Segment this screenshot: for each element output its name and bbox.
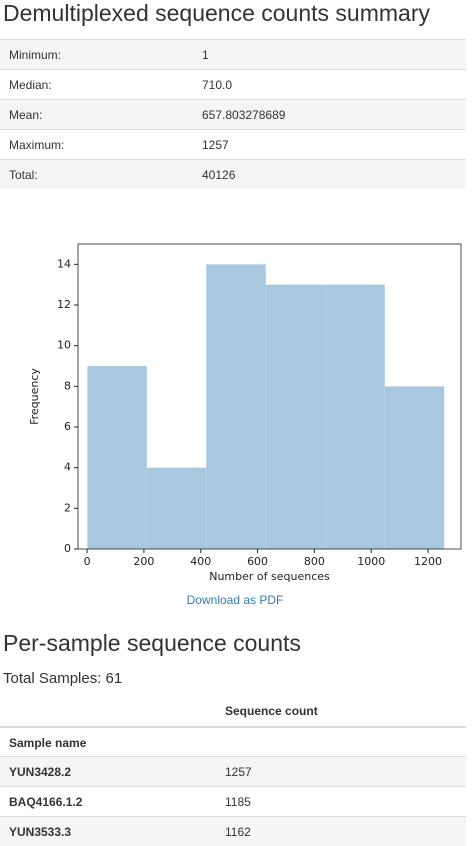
x-tick-label: 200 — [133, 555, 154, 568]
summary-label: Mean: — [9, 108, 43, 122]
section-title: Per-sample sequence counts — [3, 630, 301, 656]
plot-frame — [77, 243, 462, 550]
bar — [206, 264, 266, 549]
summary-label: Total: — [9, 168, 38, 182]
sample-row: YUN3428.2 1257 — [0, 756, 466, 786]
summary-value: 657.803278689 — [202, 108, 286, 122]
summary-row: Total: 40126 — [0, 159, 466, 189]
y-tick-label: 0 — [64, 542, 71, 555]
x-tick-label: 1000 — [357, 555, 385, 568]
x-tick-label: 0 — [84, 555, 91, 568]
x-tick-label: 1200 — [414, 555, 442, 568]
summary-label: Minimum: — [9, 48, 62, 62]
x-tick-label: 600 — [247, 555, 268, 568]
index-name: Sample name — [9, 736, 87, 750]
summary-value: 710.0 — [202, 78, 233, 92]
sample-count: 1162 — [225, 825, 251, 839]
summary-label: Median: — [9, 78, 52, 92]
summary-row: Mean: 657.803278689 — [0, 99, 466, 129]
download-link[interactable]: Download as PDF — [186, 593, 284, 607]
sample-name: BAQ4166.1.2 — [9, 795, 83, 809]
total-samples: Total Samples: 61 — [3, 670, 123, 687]
sample-count: 1257 — [225, 765, 252, 779]
column-header: Sequence count — [225, 704, 318, 718]
index-row: Sample name — [0, 726, 466, 756]
bar — [87, 366, 147, 549]
y-axis-label: Frequency — [28, 368, 41, 425]
bar — [384, 386, 445, 549]
bar — [265, 284, 326, 549]
sample-row: BAQ4166.1.2 1185 — [0, 786, 466, 816]
sample-name: YUN3533.3 — [9, 825, 72, 839]
summary-value: 1257 — [202, 138, 229, 152]
x-tick-label: 400 — [190, 555, 211, 568]
summary-row: Maximum: 1257 — [0, 129, 466, 159]
y-tick-label: 14 — [57, 257, 71, 270]
y-tick-label: 12 — [57, 298, 71, 311]
bar — [325, 284, 385, 549]
summary-row: Minimum: 1 — [0, 39, 466, 69]
y-tick-label: 8 — [64, 379, 71, 392]
x-axis-label: Number of sequences — [209, 570, 330, 583]
summary-row: Median: 710.0 — [0, 69, 466, 99]
y-tick-label: 10 — [57, 339, 71, 352]
sample-name: YUN3428.2 — [9, 765, 72, 779]
page-title: Demultiplexed sequence counts summary — [3, 0, 430, 26]
y-tick-label: 2 — [64, 501, 71, 514]
summary-value: 40126 — [202, 168, 236, 182]
summary-value: 1 — [202, 48, 209, 62]
y-tick-label: 6 — [64, 420, 71, 433]
bar — [146, 467, 207, 549]
sample-count: 1185 — [225, 795, 251, 809]
y-tick-label: 4 — [64, 461, 71, 474]
summary-label: Maximum: — [9, 138, 65, 152]
sample-row: YUN3533.3 1162 — [0, 816, 466, 846]
histogram: 0 200 400 600 800 1000 1200 0 2 4 6 8 10 12 14 Number o… — [28, 243, 462, 583]
x-tick-label: 800 — [304, 555, 325, 568]
